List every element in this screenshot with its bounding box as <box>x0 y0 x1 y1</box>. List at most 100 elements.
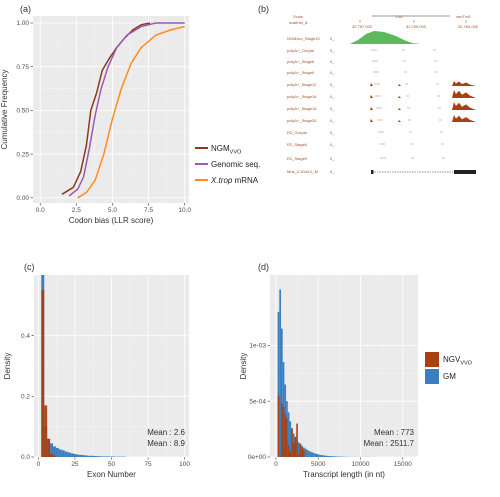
gm-bar-c <box>96 456 100 457</box>
track-scale-mark: 0_ <box>330 106 335 111</box>
track-scale-mark: 0_ <box>330 156 335 161</box>
ngm-bar-d <box>287 445 290 457</box>
gm-bar-d <box>324 455 327 457</box>
legend-label-0: NGMVVO <box>211 144 242 156</box>
ngm-bar-d <box>296 423 298 457</box>
gm-bar-c <box>82 455 86 457</box>
track-label-2: polyA+_Stage6 <box>287 59 315 64</box>
x-tick-label-c: 25 <box>71 461 79 468</box>
track-scale-mark: 0_ <box>330 48 335 53</box>
y-tick-label-a: 1.00 <box>16 20 29 27</box>
gm-bar-d <box>323 455 325 457</box>
track-scale-mark: 0_ <box>330 70 335 75</box>
y-tick-label-d: 0e+00 <box>248 454 267 461</box>
x-tick-label-a: 5.0 <box>108 207 117 214</box>
gm-bar-d <box>313 452 315 457</box>
gm-bar-d <box>306 449 309 457</box>
x-tick-label-a: 7.5 <box>144 207 153 214</box>
x-tick-label-d: 0 <box>274 461 278 468</box>
gm-bar-c <box>88 455 92 457</box>
plot-background-d <box>270 275 418 457</box>
legend-label-d-0: NGVVVO <box>443 355 473 367</box>
browser-coord-label: 32,757,000 <box>352 24 373 29</box>
ngm-bar-d <box>282 406 285 457</box>
browser-coord-label: 32,759,000 <box>406 24 427 29</box>
y-tick-label-c: 0.0 <box>21 454 30 461</box>
ngm-bar-d <box>289 451 292 457</box>
track-label-1: polyA+_Oocyte <box>287 48 315 53</box>
gm-bar-c <box>91 455 94 457</box>
gene-exon <box>371 170 374 174</box>
legend-swatch-d-1 <box>425 369 439 384</box>
legend-label-1: Genomic seq. <box>211 160 260 169</box>
gm-bar-d <box>333 456 336 457</box>
legend-label-2: X.trop mRNA <box>210 176 259 185</box>
x-tick-label-a: 10.0 <box>178 207 191 214</box>
ngm-bar-d <box>292 442 295 457</box>
gene-exon <box>454 170 476 174</box>
track-label-7: polyA+_Stage30 <box>287 118 317 123</box>
x-tick-label-a: 0.0 <box>36 207 45 214</box>
gm-bar-c <box>53 446 56 457</box>
y-tick-label-a: 0.75 <box>16 64 29 71</box>
gm-bar-d <box>335 456 337 457</box>
coverage-peak <box>452 90 476 98</box>
series-line-0 <box>61 22 151 195</box>
y-axis-title-c: Density <box>3 353 12 380</box>
y-tick-label-c: 0.2 <box>21 394 30 401</box>
ngm-bar-d <box>301 448 303 457</box>
panel-label-b: (b) <box>258 4 269 14</box>
gm-bar-c <box>64 451 68 457</box>
coverage-peak <box>452 115 476 122</box>
legend-label-d-1: GM <box>443 372 456 381</box>
gm-bar-c <box>102 456 106 457</box>
legend-subscript: VVO <box>460 361 472 367</box>
x-tick-label-c: 0 <box>37 461 41 468</box>
gm-bar-d <box>330 456 332 457</box>
ngm-bar-d <box>280 403 283 457</box>
ngm-bar-d <box>286 417 288 457</box>
gm-bar-d <box>304 448 307 457</box>
ngm-bar-c <box>44 405 48 457</box>
y-tick-label-a: 0.00 <box>16 195 29 202</box>
plot-background-a <box>33 16 189 203</box>
y-axis-title-a: Cumulative Frequency <box>0 69 9 149</box>
y-axis-title-d: Density <box>239 353 248 380</box>
coverage-peak <box>452 81 476 86</box>
y-tick-label-d: 5e-04 <box>249 398 266 405</box>
gm-bar-d <box>277 311 280 457</box>
gm-bar-c <box>93 456 97 457</box>
legend-subscript: VVO <box>230 150 242 156</box>
gm-bar-c <box>105 456 109 457</box>
gm-bar-c <box>85 455 89 457</box>
track-scale-mark: 0_ <box>330 94 335 99</box>
y-tick-label-a: 0.25 <box>16 151 29 158</box>
x-tick-label-d: 5000 <box>311 461 326 468</box>
track-scale-mark: 0_ <box>330 169 335 174</box>
panel-label-a: (a) <box>20 4 31 14</box>
series-line-2 <box>77 25 185 199</box>
browser-scale-value: 1 kb <box>395 14 403 19</box>
green-coverage-track <box>330 31 488 44</box>
coverage-peak <box>370 107 373 110</box>
gm-bar-d <box>326 455 329 457</box>
track-scale-mark: 0_ <box>330 118 335 123</box>
ngm-bar-d <box>299 443 302 457</box>
ngm-bar-d <box>277 395 280 457</box>
legend-swatch-d-0 <box>425 352 439 367</box>
browser-chrom-label: scaffold_6: <box>289 20 308 25</box>
track-label-5: polyA+_Stage16 <box>287 94 317 99</box>
legend-rest-part: mRNA <box>232 176 258 185</box>
gm-bar-d <box>316 454 319 457</box>
track-scale-mark: 0_ <box>330 36 335 41</box>
x-tick-label-d: 15000 <box>394 461 412 468</box>
track-label-3: polyA+_Stage9 <box>287 70 315 75</box>
y-tick-label-a: 0.50 <box>16 108 29 115</box>
gm-bar-c <box>50 443 54 457</box>
y-tick-label-c: 0.4 <box>21 333 30 340</box>
track-scale-mark: 0_ <box>330 142 335 147</box>
ngm-bar-c <box>47 438 51 457</box>
panel-label-c: (c) <box>24 262 35 272</box>
x-axis-title-d: Transcript length (in nt) <box>303 470 385 479</box>
